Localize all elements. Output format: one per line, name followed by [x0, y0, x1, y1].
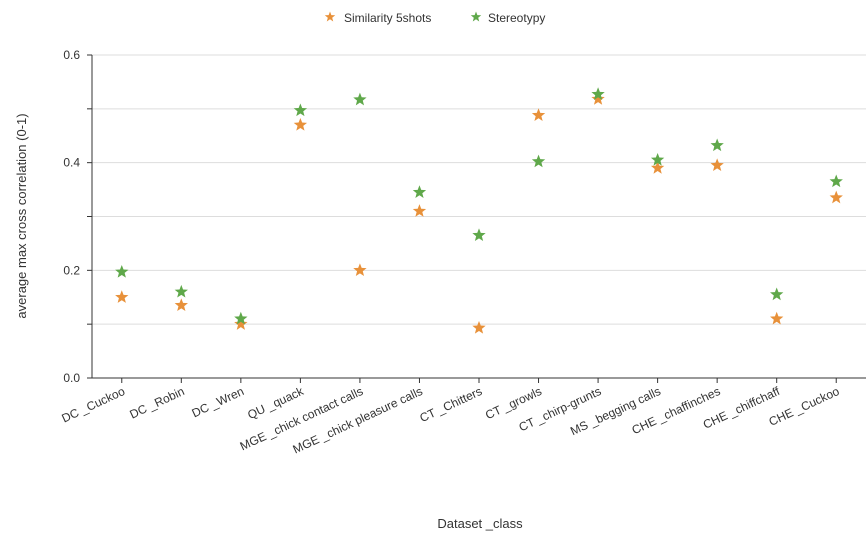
x-tick-label: DC _Cuckoo — [59, 384, 127, 426]
y-axis: 0.0 0.2 0.4 0.6 — [63, 48, 93, 385]
data-point-star — [174, 284, 188, 298]
x-axis-title: Dataset _class — [437, 516, 523, 531]
data-point-star — [650, 161, 665, 174]
data-point-star — [770, 311, 784, 325]
data-point-star — [353, 263, 367, 276]
data-points — [115, 87, 843, 334]
data-point-star — [531, 108, 546, 121]
data-point-star — [710, 138, 724, 152]
data-point-star — [770, 287, 784, 301]
data-point-star — [115, 264, 129, 278]
grid-lines — [92, 54, 866, 325]
legend-star-icon — [470, 11, 482, 22]
data-point-star — [293, 117, 308, 131]
y-tick-label: 0.0 — [63, 371, 80, 385]
data-point-star — [174, 298, 188, 311]
x-tick-label: DC _Wren — [190, 384, 246, 420]
x-tick-label: DC _Robin — [127, 384, 186, 421]
y-axis-title: average max cross correlation (0-1) — [14, 113, 29, 318]
data-point-star — [234, 317, 248, 330]
data-point-star — [591, 87, 605, 100]
y-tick-label: 0.4 — [63, 156, 80, 170]
data-point-star — [531, 154, 546, 168]
data-point-star — [412, 185, 427, 198]
data-point-star — [353, 92, 367, 106]
data-point-star — [829, 174, 843, 188]
data-point-star — [472, 320, 486, 334]
legend-label: Stereotypy — [488, 11, 545, 25]
y-tick-label: 0.6 — [63, 48, 80, 62]
data-point-star — [472, 228, 486, 241]
legend: Similarity 5shots Stereotypy — [324, 11, 545, 25]
legend-star-icon — [324, 11, 336, 22]
data-point-star — [710, 158, 724, 172]
x-axis: DC _Cuckoo DC _Robin DC _Wren QU _quackMGE … — [59, 377, 866, 456]
y-tick-label: 0.2 — [63, 263, 80, 277]
data-point-star — [234, 311, 248, 325]
x-tick-label: CT _Chitters — [418, 384, 485, 425]
data-point-star — [115, 290, 129, 303]
data-point-star — [829, 190, 843, 204]
data-point-star — [293, 103, 308, 117]
data-point-star — [650, 152, 665, 166]
data-point-star — [591, 92, 605, 105]
data-point-star — [412, 204, 427, 217]
legend-label: Similarity 5shots — [344, 11, 431, 25]
